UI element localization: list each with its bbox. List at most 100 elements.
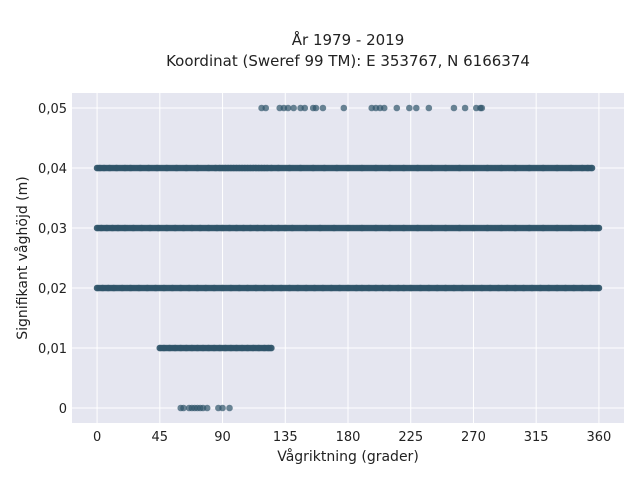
data-point bbox=[121, 164, 129, 172]
data-point bbox=[553, 224, 561, 232]
data-point bbox=[450, 284, 458, 292]
data-point bbox=[100, 164, 108, 172]
y-tick-label: 0 bbox=[59, 402, 67, 417]
data-point bbox=[188, 224, 196, 232]
data-point bbox=[470, 164, 477, 172]
data-point bbox=[233, 224, 240, 232]
data-point bbox=[372, 284, 380, 292]
x-tick-label: 225 bbox=[398, 430, 423, 445]
data-point bbox=[340, 104, 348, 112]
data-point bbox=[470, 224, 477, 232]
data-point bbox=[484, 164, 491, 172]
data-point bbox=[470, 284, 477, 292]
data-point bbox=[288, 224, 296, 232]
chart-subtitle: Koordinat (Sweref 99 TM): E 353767, N 61… bbox=[166, 52, 530, 70]
data-point bbox=[110, 284, 118, 292]
data-point bbox=[486, 284, 494, 292]
data-point bbox=[461, 104, 469, 112]
data-point bbox=[567, 224, 575, 232]
data-point bbox=[312, 104, 320, 112]
data-point bbox=[309, 164, 317, 172]
data-point bbox=[268, 164, 275, 172]
data-point bbox=[171, 344, 179, 352]
data-point bbox=[135, 284, 143, 292]
data-points bbox=[93, 104, 603, 412]
data-point bbox=[588, 164, 596, 172]
data-point bbox=[210, 284, 218, 292]
data-point bbox=[294, 284, 302, 292]
data-point bbox=[365, 284, 373, 292]
data-point bbox=[372, 224, 380, 232]
data-point bbox=[570, 284, 578, 292]
data-point bbox=[333, 164, 341, 172]
data-point bbox=[537, 284, 544, 292]
data-point bbox=[478, 284, 486, 292]
y-tick-label: 0,02 bbox=[38, 282, 67, 297]
data-point bbox=[227, 284, 235, 292]
data-point bbox=[417, 284, 424, 292]
data-point bbox=[203, 404, 211, 412]
data-point bbox=[121, 224, 129, 232]
data-point bbox=[261, 284, 268, 292]
y-tick-labels: 0 0,01 0,02 0,03 0,04 0,05 bbox=[38, 102, 67, 417]
data-point bbox=[163, 224, 171, 232]
data-point bbox=[130, 224, 137, 232]
data-point bbox=[400, 164, 408, 172]
data-point bbox=[254, 224, 261, 232]
data-point bbox=[302, 224, 310, 232]
data-point bbox=[118, 284, 126, 292]
data-point bbox=[442, 224, 449, 232]
data-point bbox=[442, 164, 449, 172]
data-point bbox=[456, 224, 463, 232]
data-point bbox=[511, 224, 519, 232]
data-point bbox=[301, 104, 309, 112]
data-point bbox=[386, 164, 394, 172]
data-point bbox=[219, 284, 226, 292]
data-point bbox=[261, 224, 268, 232]
data-point bbox=[587, 284, 594, 292]
data-point bbox=[113, 164, 120, 172]
data-point bbox=[219, 224, 226, 232]
data-point bbox=[166, 344, 173, 352]
data-point bbox=[185, 284, 193, 292]
data-point bbox=[97, 224, 105, 232]
data-point bbox=[202, 284, 210, 292]
y-tick-label: 0,05 bbox=[38, 102, 67, 117]
data-point bbox=[114, 224, 122, 232]
data-point bbox=[153, 164, 161, 172]
x-tick-label: 315 bbox=[524, 430, 549, 445]
data-point bbox=[567, 164, 575, 172]
data-point bbox=[400, 224, 408, 232]
data-point bbox=[459, 284, 466, 292]
data-point bbox=[173, 164, 180, 172]
data-point bbox=[581, 224, 589, 232]
data-point bbox=[281, 224, 289, 232]
data-point bbox=[353, 284, 360, 292]
data-point bbox=[394, 284, 402, 292]
x-tick-label: 270 bbox=[461, 430, 486, 445]
data-point bbox=[372, 164, 380, 172]
data-point bbox=[578, 284, 586, 292]
data-point bbox=[160, 284, 168, 292]
data-point bbox=[163, 164, 171, 172]
data-point bbox=[311, 284, 318, 292]
data-point bbox=[252, 284, 260, 292]
data-point bbox=[194, 164, 201, 172]
data-point bbox=[442, 284, 449, 292]
chart-title: År 1979 - 2019 bbox=[292, 30, 405, 49]
data-point bbox=[414, 164, 421, 172]
data-point bbox=[414, 224, 421, 232]
data-point bbox=[93, 284, 101, 292]
data-point bbox=[235, 284, 243, 292]
data-point bbox=[316, 224, 324, 232]
x-tick-label: 0 bbox=[93, 430, 101, 445]
data-point bbox=[219, 404, 226, 412]
data-point bbox=[520, 284, 527, 292]
data-point bbox=[240, 224, 247, 232]
data-point bbox=[562, 284, 569, 292]
data-point bbox=[145, 164, 152, 172]
data-point bbox=[450, 104, 458, 112]
data-point bbox=[344, 164, 352, 172]
data-point bbox=[595, 224, 603, 232]
